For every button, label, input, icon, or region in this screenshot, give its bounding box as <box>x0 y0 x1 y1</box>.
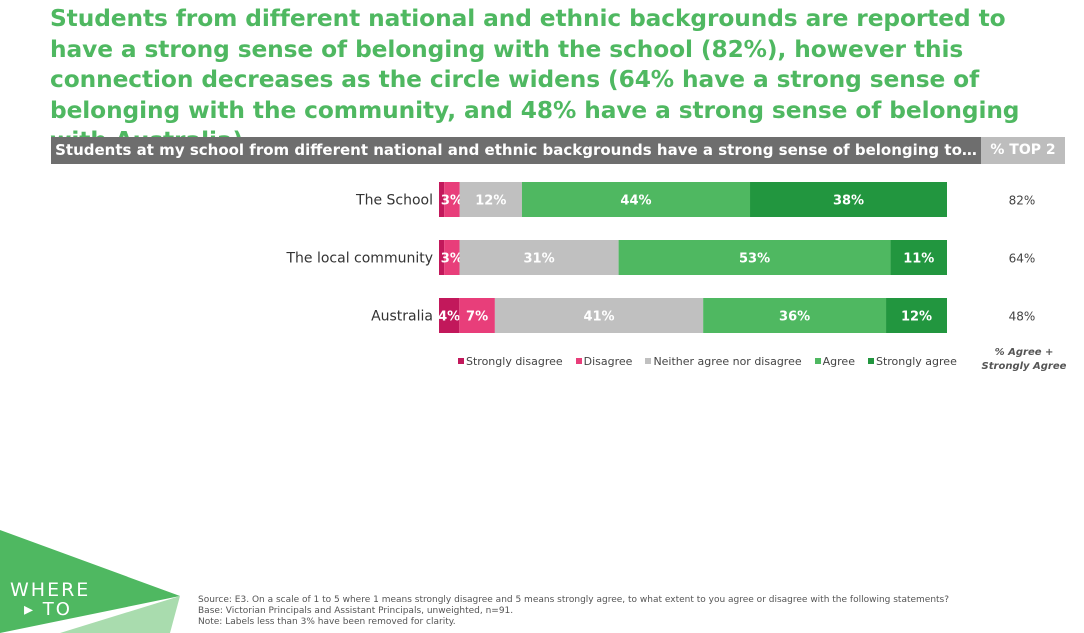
legend-item: Strongly disagree <box>458 355 563 368</box>
data-label: 44% <box>620 194 651 209</box>
legend-item: Agree <box>814 355 855 368</box>
category-label: Australia <box>371 309 433 325</box>
bar-segment <box>444 182 460 217</box>
category-label: The local community <box>285 251 433 267</box>
bar-segment <box>521 182 751 217</box>
chart-header-bar: Students at my school from different nat… <box>51 137 981 164</box>
data-label: 4% <box>438 310 460 325</box>
data-label: 53% <box>739 252 770 267</box>
top2-value: 82% <box>1009 194 1036 208</box>
footnote-note: Note: Labels less than 3% have been remo… <box>198 617 456 627</box>
top2-value: 64% <box>1009 252 1036 266</box>
data-label: 36% <box>779 310 810 325</box>
legend-swatch <box>575 358 582 364</box>
legend-swatch <box>645 358 652 364</box>
legend-swatch <box>814 358 821 364</box>
logo-text: WHERE ▸ TO <box>10 580 90 620</box>
bar-segment <box>459 240 619 275</box>
legend-swatch <box>458 358 464 364</box>
top2-value: 48% <box>1009 310 1036 324</box>
top2-header: % TOP 2 <box>981 137 1065 164</box>
bar-segment <box>886 298 947 333</box>
legend-label: Neither agree nor disagree <box>653 355 802 368</box>
legend-label: Disagree <box>583 355 633 368</box>
data-label: 41% <box>583 310 614 325</box>
legend-label: Strongly agree <box>875 355 957 368</box>
top2-note: % Agree + Strongly Agree <box>981 347 1067 372</box>
data-label: 38% <box>833 194 864 209</box>
bar-segment <box>750 182 947 217</box>
legend-label: Agree <box>822 355 855 368</box>
data-label: 31% <box>523 252 554 267</box>
legend-item: Strongly agree <box>867 355 957 368</box>
logo-line-1: WHERE <box>10 579 91 601</box>
footnote: Source: E3. On a scale of 1 to 5 where 1… <box>198 595 949 628</box>
legend-item: Neither agree nor disagree <box>645 355 802 368</box>
bar-segment <box>703 298 887 333</box>
bar-segment <box>618 240 891 275</box>
category-label: The School <box>355 193 433 209</box>
legend-label: Strongly disagree <box>466 355 563 368</box>
bar-segment <box>444 240 460 275</box>
bar-segment <box>494 298 704 333</box>
where-to-logo-icon <box>0 530 180 633</box>
bar-segment <box>890 240 947 275</box>
data-label: 3% <box>441 252 463 267</box>
stacked-bar-chart: The School 3% 12% 44% 38% 82% The local commun… <box>285 182 1036 333</box>
data-label: 11% <box>903 252 934 267</box>
bar-segment <box>439 182 445 217</box>
bar-segment <box>459 298 495 333</box>
bar-segment <box>459 182 522 217</box>
data-label: 12% <box>475 194 506 209</box>
bar-segment <box>439 298 460 333</box>
legend-swatch <box>867 358 874 364</box>
legend-item: Disagree <box>575 355 633 368</box>
bar-segment <box>439 240 445 275</box>
chart-legend: Strongly disagree Disagree Neither agree n… <box>458 355 970 368</box>
footnote-base: Base: Victorian Principals and Assistant… <box>198 606 514 616</box>
logo-line-2: ▸ TO <box>24 599 72 620</box>
data-label: 7% <box>466 310 488 325</box>
page-title: Students from different national and eth… <box>50 5 1020 154</box>
data-label: 12% <box>901 310 932 325</box>
data-label: 3% <box>441 194 463 209</box>
footnote-source: Source: E3. On a scale of 1 to 5 where 1… <box>198 595 950 605</box>
